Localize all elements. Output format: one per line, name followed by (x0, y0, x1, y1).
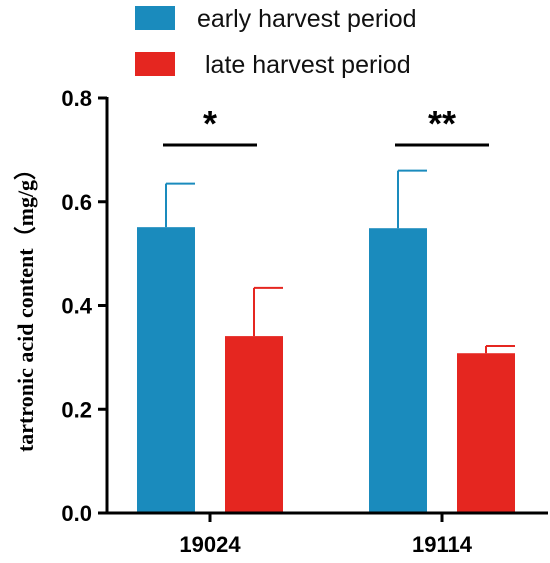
y-tick-label: 0.4 (61, 294, 92, 319)
x-axis-ticks: 19024 19114 (179, 513, 473, 557)
bar-19114-series-0 (369, 228, 427, 514)
legend: early harvest period late harvest period (135, 5, 417, 79)
y-tick-label: 0.6 (61, 190, 92, 215)
legend-label-early: early harvest period (197, 5, 417, 33)
bar-19024-series-0 (137, 227, 195, 513)
significance-markers: * ** (163, 103, 489, 147)
y-axis-ticks: 0.0 0.2 0.4 0.6 0.8 (61, 86, 107, 526)
bar-19114-series-1 (457, 353, 515, 513)
axes (105, 97, 548, 515)
y-tick-label: 0.0 (61, 501, 92, 526)
y-tick-label: 0.2 (61, 397, 92, 422)
significance-label-19024: * (203, 103, 217, 144)
y-axis-label: tartronic acid content（mg/g） (13, 158, 38, 452)
y-tick-label: 0.8 (61, 86, 92, 111)
x-tick-label: 19114 (412, 532, 473, 557)
x-tick-label: 19024 (179, 532, 241, 557)
legend-swatch-early (135, 6, 175, 30)
legend-swatch-late (135, 52, 175, 76)
bar-19024-series-1 (225, 336, 283, 513)
bars (137, 169, 515, 514)
significance-label-19114: ** (428, 103, 456, 144)
legend-label-late: late harvest period (205, 51, 411, 79)
